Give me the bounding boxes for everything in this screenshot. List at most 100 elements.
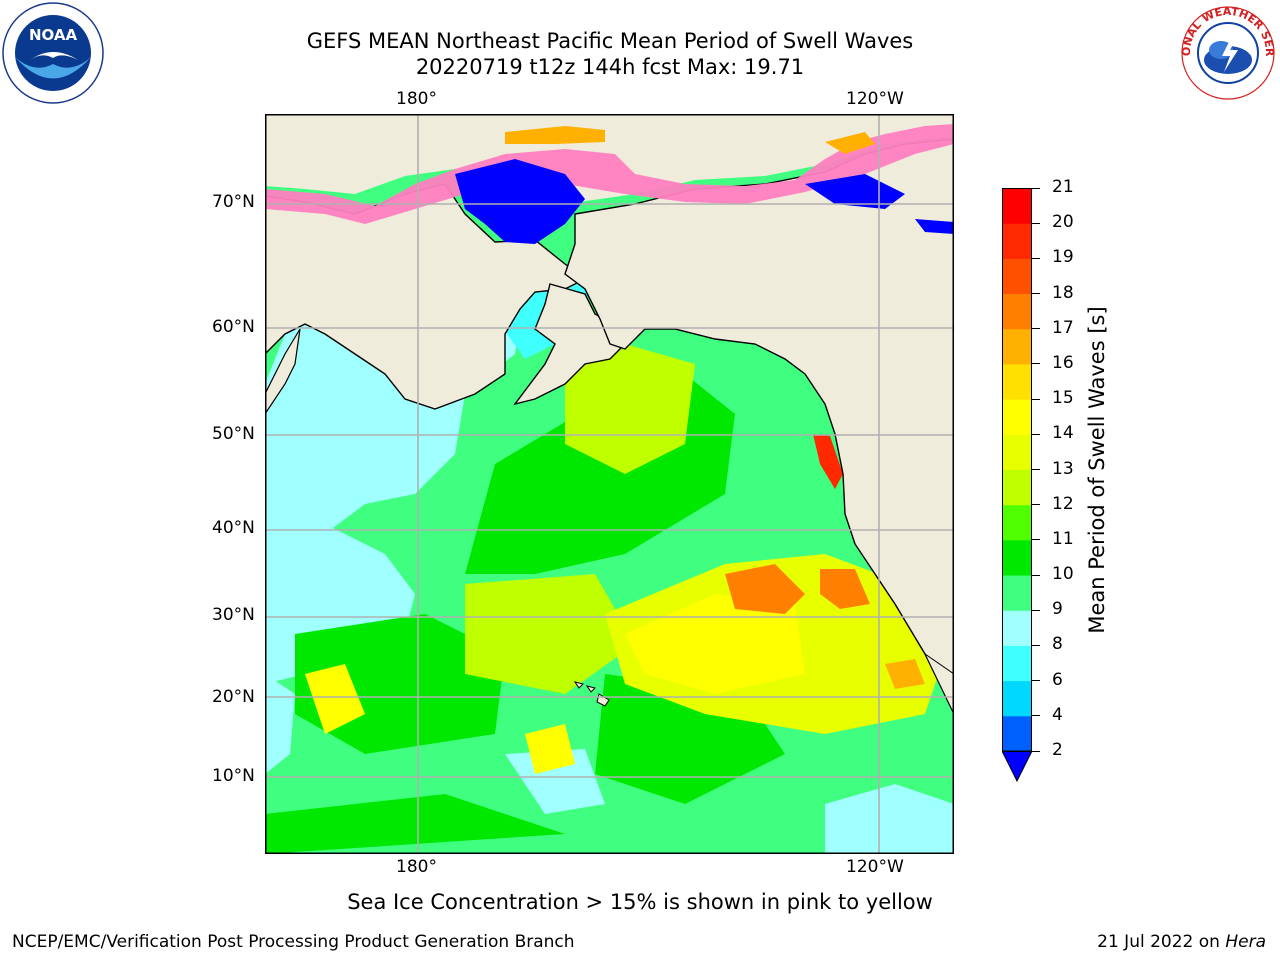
lat-label-20n: 20°N — [212, 687, 255, 707]
colorbar-segment — [1002, 504, 1032, 541]
colorbar-label: Mean Period of Swell Waves [s] — [1085, 306, 1109, 634]
colorbar-tick-label: 8 — [1052, 634, 1063, 655]
yellowgreen-zone-central — [465, 574, 635, 694]
colorbar-tick-label: 20 — [1052, 212, 1074, 233]
footer-date: 21 Jul 2022 on Hera — [1097, 932, 1266, 952]
colorbar-tick-mark — [1032, 539, 1040, 541]
colorbar-tick-label: 13 — [1052, 458, 1074, 479]
colorbar-tick-mark — [1032, 433, 1040, 435]
colorbar-segment — [1002, 610, 1032, 646]
colorbar-tick-mark — [1032, 750, 1040, 752]
top-lon-label-120w: 120°W — [846, 89, 904, 109]
nws-logo: NATIONAL WEATHER SERVICE — [1176, 4, 1276, 100]
orange-hotspot-1 — [725, 564, 805, 614]
colorbar-tick-mark — [1032, 328, 1040, 330]
top-lon-label-180: 180° — [396, 89, 437, 109]
colorbar-tick-label: 17 — [1052, 317, 1074, 338]
cyan-zone-southeast — [825, 784, 954, 854]
colorbar-tick-mark — [1032, 187, 1040, 189]
colorbar-tick-mark — [1032, 222, 1040, 224]
bottom-lon-label-120w: 120°W — [846, 857, 904, 877]
colorbar-tick-label: 11 — [1052, 528, 1074, 549]
colorbar-tick-mark — [1032, 469, 1040, 470]
colorbar-segment — [1002, 223, 1032, 259]
colorbar-tick-mark — [1032, 715, 1040, 717]
swell-period-map — [265, 114, 954, 854]
orange-hotspot-2 — [820, 569, 870, 609]
colorbar-segment — [1002, 293, 1032, 330]
yellow-zone-west — [305, 664, 365, 734]
cyan-zone-south — [505, 749, 605, 814]
colorbar-tick-mark — [1032, 257, 1040, 259]
colorbar-tick-mark — [1032, 293, 1040, 295]
yellow-zone-core — [625, 594, 805, 694]
chart-title: GEFS MEAN Northeast Pacific Mean Period … — [306, 29, 914, 53]
colorbar-tick-mark — [1032, 680, 1040, 682]
colorbar-tick-label: 19 — [1052, 247, 1074, 268]
map-border — [265, 114, 954, 854]
colorbar-tick-label: 18 — [1052, 282, 1074, 303]
orange-hotspot-3 — [885, 659, 925, 689]
colorbar-tick-mark — [1032, 398, 1040, 400]
colorbar-under-triangle — [1002, 750, 1032, 783]
footer-organization: NCEP/EMC/Verification Post Processing Pr… — [12, 932, 575, 952]
lat-label-50n: 50°N — [212, 424, 255, 444]
yellowgreen-zone-north — [565, 344, 695, 474]
colorbar-tick-mark — [1032, 504, 1040, 506]
colorbar-segment — [1002, 258, 1032, 295]
colorbar-tick-label: 12 — [1052, 493, 1074, 514]
gridlines — [265, 114, 954, 854]
land-baja — [923, 652, 954, 715]
colorbar-segment — [1002, 363, 1032, 400]
noaa-logo: NOAA — [2, 2, 104, 104]
sea-ice-band — [265, 124, 954, 224]
colorbar-segment — [1002, 680, 1032, 717]
colorbar-tick-label: 21 — [1052, 177, 1074, 197]
lat-label-30n: 30°N — [212, 605, 255, 625]
colorbar-segment — [1002, 399, 1032, 435]
land-kamchatka — [265, 328, 301, 416]
colorbar-tick-mark — [1032, 363, 1040, 365]
colorbar-tick-label: 2 — [1052, 740, 1063, 760]
ice-blue-zone-east — [915, 219, 954, 234]
colorbar-segment — [1002, 469, 1032, 506]
colorbar-segment — [1002, 434, 1032, 470]
colorbar-tick-mark — [1032, 609, 1040, 611]
colorbar-tick-mark — [1032, 644, 1040, 646]
colorbar-segment — [1002, 328, 1032, 365]
bottom-lon-label-180: 180° — [396, 857, 437, 877]
colorbar-tick-label: 9 — [1052, 599, 1063, 620]
land-hawaii — [573, 681, 610, 707]
chart-subtitle: 20220719 t12z 144h fcst Max: 19.71 — [415, 55, 805, 79]
sea-ice-yellow-2 — [825, 132, 875, 154]
footer-date-text: 21 Jul 2022 on — [1097, 932, 1220, 952]
lat-label-70n: 70°N — [212, 192, 255, 212]
cyan-zone-west-low — [265, 674, 295, 774]
colorbar-tick-label: 10 — [1052, 564, 1074, 585]
colorbar-segment — [1002, 188, 1032, 224]
colorbar-tick-label: 6 — [1052, 669, 1063, 690]
colorbar-segment — [1002, 539, 1032, 576]
colorbar-segment — [1002, 645, 1032, 682]
colorbar-segment — [1002, 715, 1032, 752]
colorbar-tick-label: 4 — [1052, 704, 1063, 725]
colorbar-tick-label: 14 — [1052, 423, 1074, 444]
green-zone-southwest — [265, 794, 565, 854]
colorbar-tick-label: 16 — [1052, 352, 1074, 373]
colorbar-tick-mark — [1032, 574, 1040, 576]
sea-ice-caption: Sea Ice Concentration > 15% is shown in … — [347, 890, 933, 914]
lat-label-40n: 40°N — [212, 518, 255, 538]
colorbar-border — [1002, 188, 1032, 752]
colorbar-tick-label: 15 — [1052, 388, 1074, 409]
red-hotspot-coast — [813, 434, 843, 489]
lat-label-10n: 10°N — [212, 766, 255, 786]
colorbar-segment — [1002, 575, 1032, 611]
footer-host: Hera — [1225, 932, 1266, 952]
svg-text:NOAA: NOAA — [29, 26, 78, 44]
ice-blue-zone-chukchi — [455, 159, 585, 244]
ice-blue-zone-beaufort — [805, 174, 905, 209]
yellow-zone-south — [525, 724, 575, 774]
colorbar — [1002, 188, 1032, 783]
lat-label-60n: 60°N — [212, 317, 255, 337]
sea-ice-yellow-1 — [505, 126, 605, 144]
